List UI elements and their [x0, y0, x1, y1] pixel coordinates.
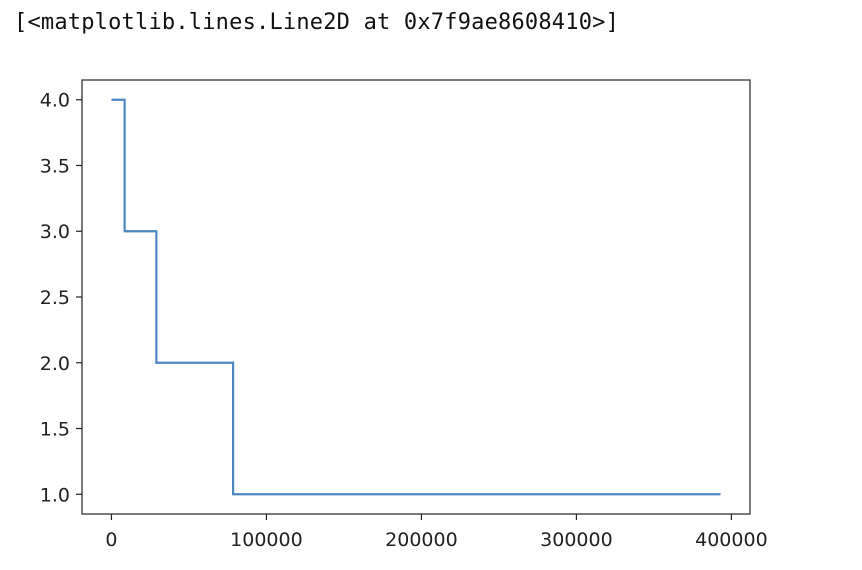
x-tick-label: 300000	[540, 529, 613, 551]
y-tick-label: 3.5	[40, 155, 70, 177]
axes: 0 100000 200000 300000 400000 1.0 1.5 2.0 2.5 3.0…	[40, 79, 768, 551]
x-tick-label: 200000	[385, 529, 458, 551]
x-tick-label: 100000	[230, 529, 303, 551]
y-tick-label: 3.0	[40, 221, 70, 243]
x-tick-label: 400000	[695, 529, 768, 551]
cell-output-repr: [<matplotlib.lines.Line2D at 0x7f9ae8608…	[14, 10, 620, 35]
y-tick-label: 1.5	[40, 419, 70, 441]
y-tick-label: 4.0	[40, 90, 70, 112]
plot-area	[111, 98, 721, 496]
y-tick-label: 1.0	[40, 484, 70, 506]
series-line-0	[111, 98, 721, 496]
y-tick-label: 2.5	[40, 287, 70, 309]
axes-frame	[81, 79, 751, 515]
x-tick-label: 0	[105, 529, 117, 551]
y-tick-label: 2.0	[40, 353, 70, 375]
